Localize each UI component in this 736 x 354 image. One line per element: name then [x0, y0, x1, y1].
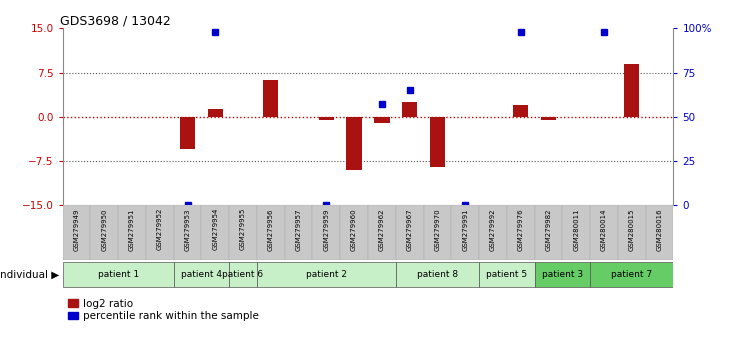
Bar — [618, 205, 645, 260]
Text: GSM279991: GSM279991 — [462, 208, 468, 251]
Bar — [374, 117, 389, 123]
Text: patient 4: patient 4 — [181, 270, 222, 279]
Bar — [202, 205, 229, 260]
Bar — [229, 262, 257, 287]
Bar — [180, 117, 195, 149]
Text: GSM280014: GSM280014 — [601, 208, 607, 251]
Bar — [513, 105, 528, 117]
Bar — [63, 262, 174, 287]
Text: GSM279982: GSM279982 — [545, 208, 551, 251]
Text: GSM279955: GSM279955 — [240, 208, 246, 250]
Text: GSM279956: GSM279956 — [268, 208, 274, 251]
Bar — [590, 205, 618, 260]
Text: individual ▶: individual ▶ — [0, 269, 59, 279]
Text: GSM279970: GSM279970 — [434, 208, 440, 251]
Bar — [430, 117, 445, 167]
Text: GSM279962: GSM279962 — [379, 208, 385, 251]
Text: GSM279952: GSM279952 — [157, 208, 163, 250]
Text: GSM279992: GSM279992 — [490, 208, 496, 251]
Text: GSM279960: GSM279960 — [351, 208, 357, 251]
Text: patient 1: patient 1 — [98, 270, 138, 279]
Text: GSM279954: GSM279954 — [212, 208, 219, 250]
Text: GSM279967: GSM279967 — [407, 208, 413, 251]
Text: GSM280016: GSM280016 — [657, 208, 662, 251]
Bar — [479, 205, 507, 260]
Bar — [263, 80, 278, 117]
Text: GSM279976: GSM279976 — [517, 208, 524, 251]
Bar — [257, 205, 285, 260]
Bar — [590, 262, 673, 287]
Bar — [257, 262, 396, 287]
Text: GSM279957: GSM279957 — [296, 208, 302, 251]
Bar — [396, 262, 479, 287]
Bar — [624, 64, 640, 117]
Text: GSM280015: GSM280015 — [629, 208, 634, 251]
Bar — [507, 205, 534, 260]
Bar — [347, 117, 362, 170]
Text: GSM280011: GSM280011 — [573, 208, 579, 251]
Text: patient 3: patient 3 — [542, 270, 583, 279]
Text: patient 7: patient 7 — [611, 270, 652, 279]
Text: GSM279951: GSM279951 — [129, 208, 135, 251]
Text: patient 8: patient 8 — [417, 270, 458, 279]
Text: GDS3698 / 13042: GDS3698 / 13042 — [60, 14, 170, 27]
Bar — [423, 205, 451, 260]
Bar — [319, 117, 334, 120]
Bar — [451, 205, 479, 260]
Bar — [402, 102, 417, 117]
Bar — [340, 205, 368, 260]
Bar — [174, 205, 202, 260]
Bar — [541, 117, 556, 120]
Legend: log2 ratio, percentile rank within the sample: log2 ratio, percentile rank within the s… — [68, 299, 259, 321]
Bar — [174, 262, 229, 287]
Text: GSM279959: GSM279959 — [323, 208, 329, 251]
Text: patient 2: patient 2 — [306, 270, 347, 279]
Text: patient 5: patient 5 — [486, 270, 528, 279]
Bar — [396, 205, 423, 260]
Bar — [562, 205, 590, 260]
Text: GSM279953: GSM279953 — [185, 208, 191, 251]
Bar — [645, 205, 673, 260]
Bar — [229, 205, 257, 260]
Bar — [285, 205, 313, 260]
Bar — [63, 205, 91, 260]
Bar — [368, 205, 396, 260]
Text: patient 6: patient 6 — [222, 270, 263, 279]
Bar — [146, 205, 174, 260]
Bar — [479, 262, 534, 287]
Bar — [208, 109, 223, 117]
Text: GSM279950: GSM279950 — [102, 208, 107, 251]
Bar — [534, 262, 590, 287]
Bar — [118, 205, 146, 260]
Text: GSM279949: GSM279949 — [74, 208, 79, 251]
Bar — [313, 205, 340, 260]
Bar — [534, 205, 562, 260]
Bar — [91, 205, 118, 260]
